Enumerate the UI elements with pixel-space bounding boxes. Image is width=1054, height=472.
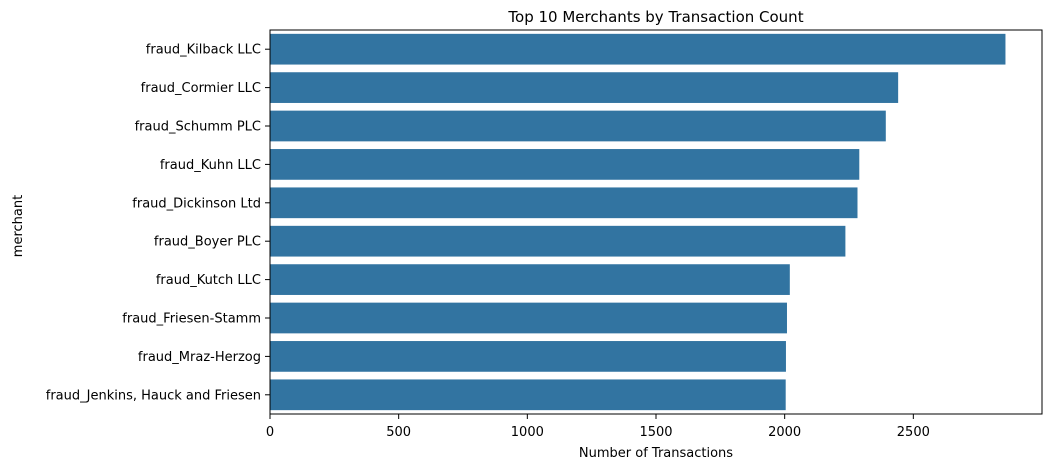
bar [270, 187, 858, 219]
y-tick-label: fraud_Kilback LLC [146, 43, 261, 58]
x-tick-label: 500 [386, 425, 411, 440]
x-tick-label: 2000 [768, 425, 801, 440]
plot-frame [269, 29, 1043, 415]
bar [270, 110, 886, 142]
y-tick-label: fraud_Friesen-Stamm [122, 312, 261, 327]
x-tick-label: 1000 [511, 425, 544, 440]
bar [270, 225, 846, 257]
plot-border [269, 29, 1043, 415]
y-axis-label: merchant [11, 195, 26, 257]
y-tick-label: fraud_Cormier LLC [141, 81, 261, 96]
bar [270, 264, 790, 295]
y-tick-label: fraud_Schumm PLC [135, 120, 261, 135]
bar [270, 33, 1006, 65]
x-tick-label: 2500 [897, 425, 930, 440]
x-tick-label: 1500 [639, 425, 672, 440]
bar [270, 72, 899, 103]
chart-title: Top 10 Merchants by Transaction Count [507, 8, 803, 26]
bar [270, 302, 787, 334]
y-axis-ticks: fraud_Kilback LLC fraud_Cormier LLC fraud_… [46, 43, 270, 403]
bars-layer [270, 33, 1006, 411]
y-tick-label: fraud_Kuhn LLC [160, 158, 261, 173]
x-tick-label: 0 [266, 425, 274, 440]
bar [270, 379, 786, 411]
x-axis-label: Number of Transactions [579, 446, 733, 461]
bar [270, 341, 786, 372]
y-tick-label: fraud_Boyer PLC [154, 235, 261, 250]
y-tick-label: fraud_Kutch LLC [156, 273, 261, 288]
x-axis-ticks: 0 500 1000 1500 2000 2500 [266, 414, 930, 440]
y-tick-label: fraud_Jenkins, Hauck and Friesen [46, 388, 261, 403]
y-tick-label: fraud_Mraz-Herzog [138, 350, 261, 365]
bar [270, 149, 860, 180]
y-tick-label: fraud_Dickinson Ltd [132, 196, 261, 211]
